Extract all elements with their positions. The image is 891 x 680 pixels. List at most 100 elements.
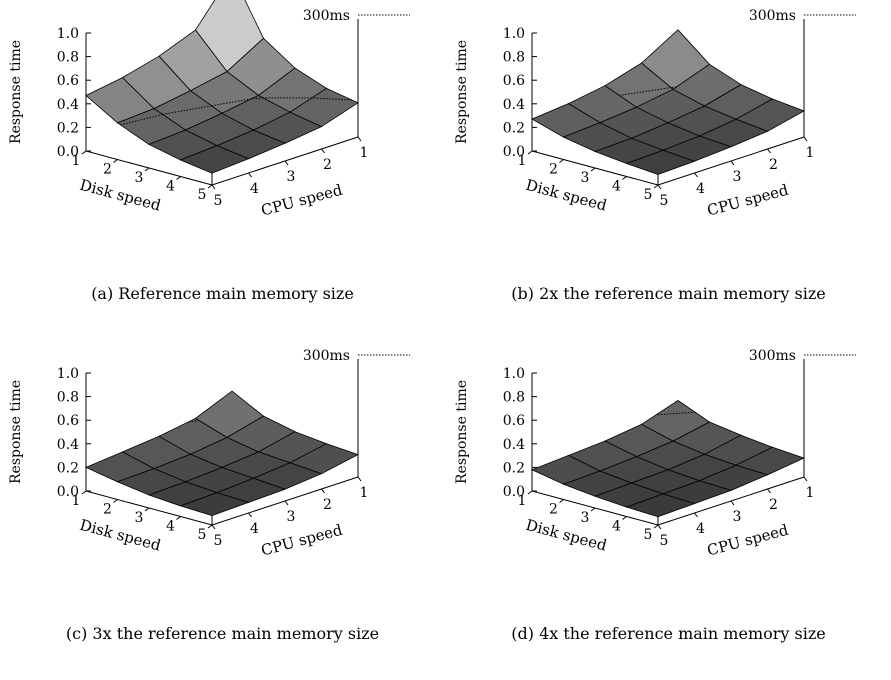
cpu-tick-label: 3	[287, 509, 296, 525]
cpu-tick-label: 2	[323, 157, 332, 173]
y-axis-title: Response time	[454, 40, 470, 144]
cpu-tick	[248, 512, 252, 518]
x-tick	[590, 507, 596, 512]
x-axis-title: Disk speed	[524, 516, 609, 555]
cpu-tick	[730, 500, 735, 506]
x-tick-label: 4	[166, 519, 175, 535]
x-tick-label: 3	[135, 510, 144, 526]
y-tick-label: 0.0	[503, 144, 525, 160]
cpu-axis-title: CPU speed	[259, 181, 345, 220]
cpu-tick	[767, 148, 771, 154]
cpu-tick-label: 1	[806, 145, 815, 161]
y-tick-label: 1.0	[503, 26, 525, 42]
x-tick	[527, 150, 533, 155]
x-tick	[653, 524, 659, 529]
x-tick	[559, 159, 564, 163]
cpu-tick	[730, 160, 735, 166]
contour-300ms-line	[162, 105, 212, 115]
x-tick-label: 2	[549, 162, 558, 178]
x-tick-label: 4	[612, 519, 621, 535]
cpu-tick	[803, 476, 808, 482]
x-axis-title: Disk speed	[78, 176, 163, 215]
x-tick-label: 5	[198, 527, 207, 543]
cpu-tick	[211, 524, 216, 530]
x-tick	[176, 176, 181, 180]
x-tick-label: 1	[518, 153, 527, 169]
panel-a: 0.0 0.2 0.4 0.6 0.8 1.0 Response time 1 2 3 4 5 1 2 3 4…	[0, 0, 445, 340]
cpu-tick-label: 5	[214, 533, 223, 549]
x-tick-label: 3	[581, 170, 590, 186]
y-tick-label: 0.2	[57, 460, 79, 476]
x-tick-label: 2	[549, 502, 558, 518]
y-tick-label: 1.0	[503, 366, 525, 382]
caption-a: (a) Reference main memory size	[91, 284, 354, 303]
y-tick-label: 0.6	[57, 73, 79, 89]
cpu-tick-label: 4	[250, 521, 259, 537]
contour-300ms-line	[656, 411, 696, 416]
x-tick	[207, 524, 213, 529]
contour-300ms-line	[211, 98, 252, 107]
y-tick-label: 0.0	[57, 484, 79, 500]
surface-cell	[179, 492, 250, 517]
cpu-tick	[248, 172, 252, 178]
y-tick-label: 0.8	[57, 390, 79, 406]
x-tick-label: 4	[166, 179, 175, 195]
contour-300ms-line	[619, 87, 671, 96]
cpu-tick-label: 1	[360, 145, 369, 161]
y-tick-label: 0.4	[503, 437, 525, 453]
contour-300ms-line	[120, 113, 163, 126]
cpu-tick-label: 4	[696, 181, 705, 197]
y-axis-title: Response time	[8, 40, 24, 144]
y-tick-label: 1.0	[57, 366, 79, 382]
x-tick	[590, 167, 596, 172]
contour-300ms-line	[251, 97, 264, 100]
cpu-tick	[767, 488, 771, 494]
cpu-tick-label: 3	[733, 169, 742, 185]
cpu-tick-label: 3	[287, 169, 296, 185]
x-tick	[144, 167, 150, 172]
y-tick-label: 0.4	[57, 97, 79, 113]
y-tick-label: 0.2	[503, 120, 525, 136]
surface-chart-a: 0.0 0.2 0.4 0.6 0.8 1.0 Response time 1 2 3 4 5 1 2 3 4…	[8, 0, 410, 220]
x-tick	[653, 184, 659, 189]
x-tick-label: 1	[518, 493, 527, 509]
x-tick	[176, 516, 181, 520]
y-tick-label: 0.0	[57, 144, 79, 160]
y-axis-title: Response time	[454, 380, 470, 484]
contour-300ms-line	[188, 420, 200, 423]
cpu-tick-label: 5	[214, 193, 223, 209]
contour-300ms-line	[670, 86, 677, 89]
cpu-tick	[321, 488, 325, 494]
cpu-axis-title: CPU speed	[705, 521, 791, 560]
y-tick-label: 0.6	[503, 413, 525, 429]
x-tick	[81, 150, 87, 155]
cpu-tick-label: 1	[806, 485, 815, 501]
y-tick-label: 0.0	[503, 484, 525, 500]
x-tick	[559, 499, 564, 503]
y-tick-label: 0.6	[503, 73, 525, 89]
surface-cell	[179, 145, 250, 174]
cpu-tick-label: 2	[769, 157, 778, 173]
x-tick	[207, 184, 213, 189]
cpu-tick	[284, 500, 289, 506]
cpu-tick-label: 5	[660, 533, 669, 549]
y-tick-label: 0.8	[503, 390, 525, 406]
cpu-tick	[803, 136, 808, 142]
legend-label: 300ms	[749, 8, 796, 24]
cpu-tick-label: 3	[733, 509, 742, 525]
cpu-tick-label: 2	[769, 497, 778, 513]
cpu-tick	[321, 148, 325, 154]
cpu-axis-title: CPU speed	[259, 521, 345, 560]
cpu-tick	[211, 184, 216, 190]
x-tick-label: 2	[103, 162, 112, 178]
x-axis-title: Disk speed	[524, 176, 609, 215]
cpu-tick	[657, 524, 662, 530]
cpu-tick	[657, 184, 662, 190]
cpu-tick	[357, 476, 362, 482]
cpu-tick-label: 4	[696, 521, 705, 537]
x-tick-label: 1	[72, 153, 81, 169]
x-tick	[81, 490, 87, 495]
surface-chart-c: 0.0 0.2 0.4 0.6 0.8 1.0 Response time 1 2 3 4 5 1 2 3 4…	[8, 348, 410, 560]
x-axis-title: Disk speed	[78, 516, 163, 555]
x-tick-label: 4	[612, 179, 621, 195]
